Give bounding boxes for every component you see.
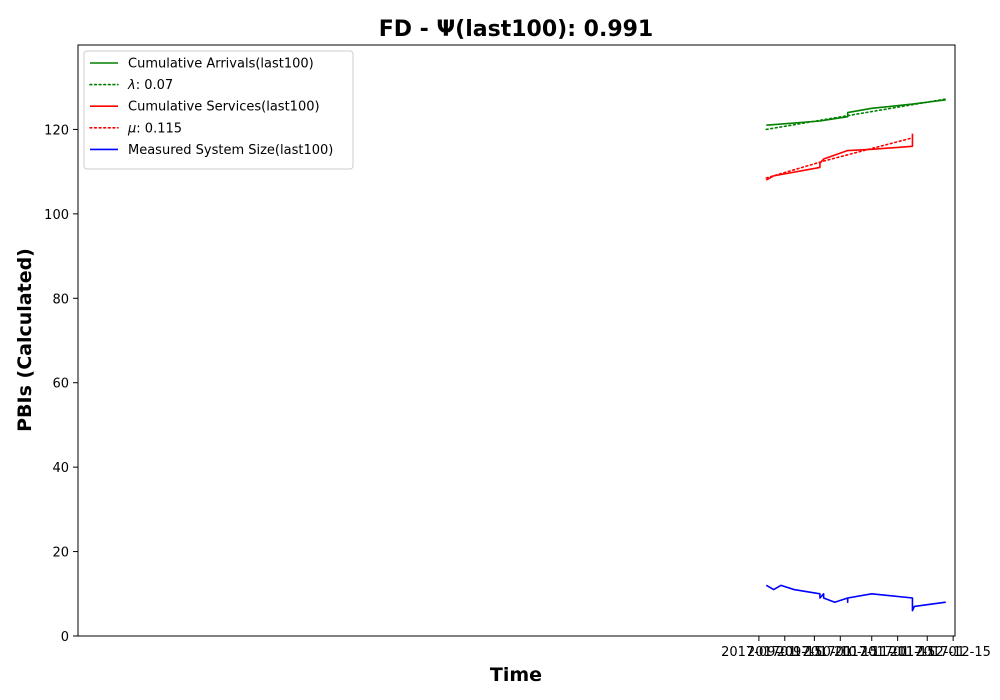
series-line-1: [766, 99, 946, 127]
legend-label: λ: 0.07: [127, 78, 173, 93]
y-tick-label: 80: [52, 292, 69, 307]
x-tick-label: 2017-10-01: [777, 645, 853, 660]
axes-frame: [77, 44, 956, 637]
series-line-4: [765, 137, 914, 179]
y-tick-label: 20: [52, 546, 69, 561]
legend-label: μ: 0.115: [127, 121, 182, 136]
series-line-3: [765, 133, 914, 181]
x-tick-label: 2017-11-01: [834, 645, 910, 660]
legend-label: Cumulative Arrivals(last100): [128, 57, 314, 72]
y-tick-label: 40: [52, 461, 69, 476]
chart-title: FD - Ψ(last100): 0.991: [379, 17, 654, 42]
y-tick-label: 0: [61, 630, 69, 645]
x-tick-label: 2017-11-15: [860, 645, 936, 660]
legend: Cumulative Arrivals(last100) λ: 0.07 Cumul…: [83, 50, 354, 170]
series-layer: [765, 98, 947, 612]
y-tick-label: 60: [52, 377, 69, 392]
x-axis-label: Time: [490, 664, 542, 686]
x-axis-ticks: 2017-09-012017-09-152017-10-012017-10-15…: [721, 636, 991, 660]
y-tick-label: 100: [44, 208, 69, 223]
legend-label: Cumulative Services(last100): [128, 100, 320, 115]
series-line-2: [765, 98, 947, 131]
series-line-5: [765, 584, 946, 612]
x-tick-label: 2017-10-15: [803, 645, 879, 660]
x-tick-label: 2017-09-15: [747, 645, 823, 660]
plot-frame: [77, 44, 956, 637]
x-tick-label: 2017-12-01: [889, 645, 965, 660]
x-tick-label: 2017-12-15: [915, 645, 991, 660]
y-axis-ticks: 0 20 40 60 80 100 120: [44, 123, 78, 645]
legend-label: Measured System Size(last100): [128, 143, 333, 158]
y-tick-label: 120: [44, 123, 69, 138]
legend-box: [83, 50, 354, 170]
x-tick-label: 2017-09-01: [721, 645, 797, 660]
y-axis-label: PBIs (Calculated): [14, 248, 36, 432]
